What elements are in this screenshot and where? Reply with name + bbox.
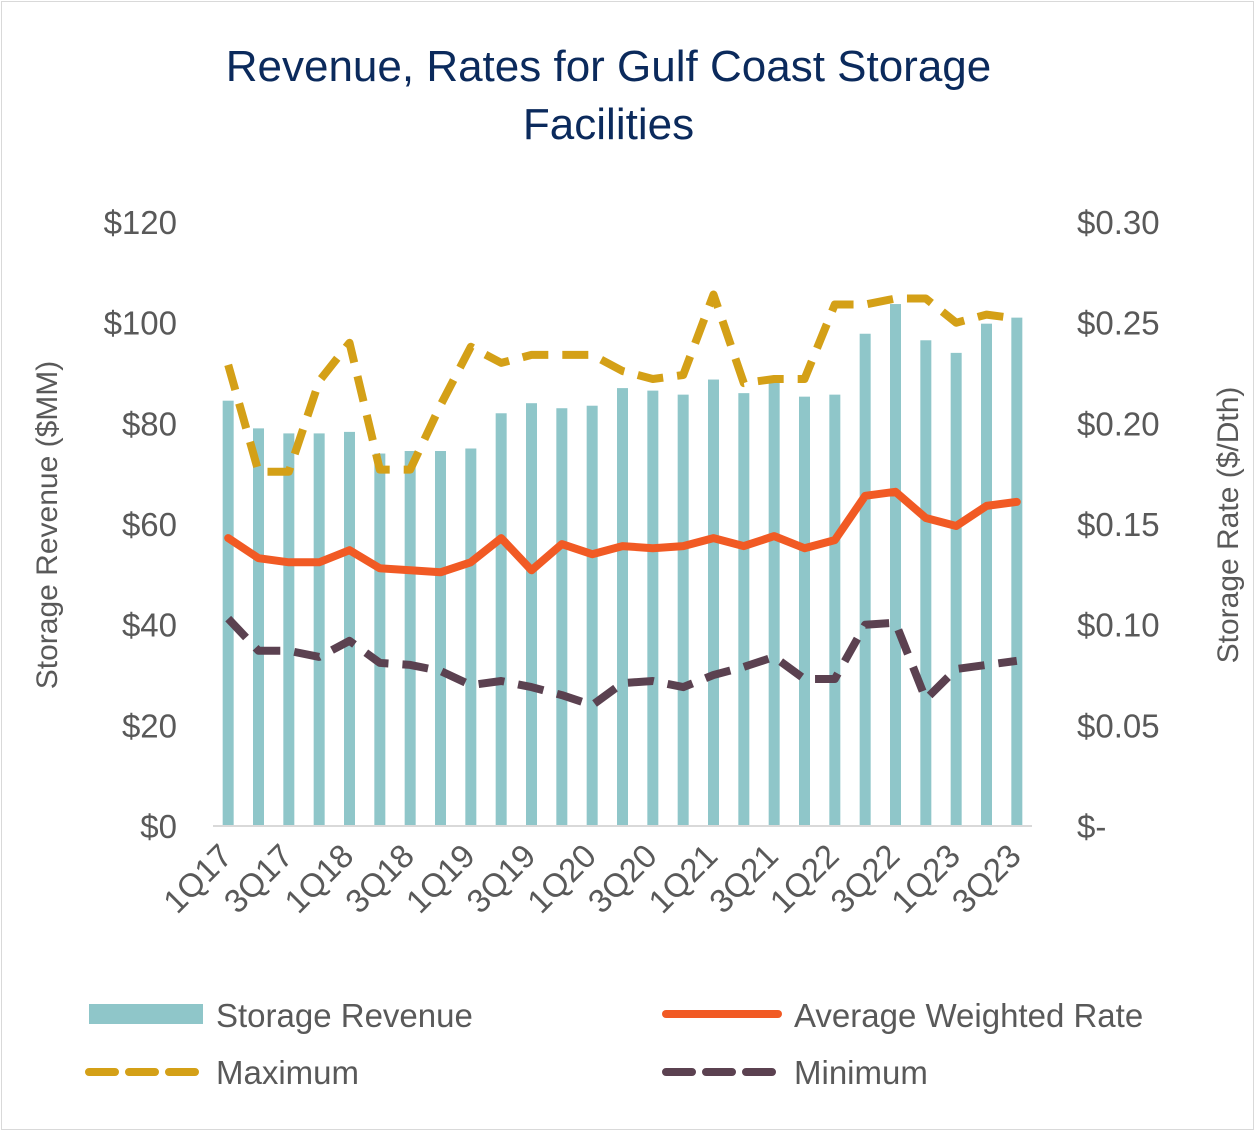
line-maximum — [224, 290, 1018, 476]
bar-4q20 — [677, 394, 689, 826]
chart-title: Revenue, Rates for Gulf Coast Storage Fa… — [0, 38, 1217, 154]
bar-2q17 — [253, 428, 264, 826]
bar-2q22 — [859, 333, 871, 826]
line-series-group — [224, 290, 1021, 710]
bar-2q18 — [374, 453, 386, 826]
x-tick-label: 3Q17 — [217, 837, 300, 920]
x-tick-label: 1Q21 — [641, 837, 724, 920]
x-tick-label: 3Q18 — [338, 837, 421, 920]
left-axis-title: Storage Revenue ($MM) — [31, 361, 64, 689]
bar-series-storage-revenue — [222, 304, 1023, 826]
x-tick-label: 1Q22 — [763, 837, 846, 920]
x-axis-ticks: 1Q173Q171Q183Q181Q193Q191Q203Q201Q213Q21… — [156, 837, 1028, 920]
bar-2q20 — [617, 388, 628, 826]
x-tick-label: 3Q23 — [945, 837, 1028, 920]
bar-3q19 — [526, 403, 537, 826]
left-tick-label: $120 — [104, 204, 177, 241]
left-tick-label: $60 — [122, 506, 177, 543]
left-tick-label: $0 — [140, 808, 177, 845]
legend-label-maximum: Maximum — [216, 1054, 359, 1091]
bar-1q21 — [708, 379, 719, 826]
right-tick-label: $0.15 — [1077, 506, 1160, 543]
right-tick-label: $0.30 — [1077, 204, 1160, 241]
bar-1q19 — [465, 448, 477, 826]
left-tick-label: $100 — [104, 305, 177, 342]
x-tick-label: 3Q21 — [702, 837, 785, 920]
legend-label-storage-revenue: Storage Revenue — [216, 997, 473, 1034]
x-tick-label: 1Q20 — [520, 837, 603, 920]
right-tick-label: $0.20 — [1077, 405, 1160, 442]
right-axis-title: Storage Rate ($/Dth) — [1212, 387, 1245, 664]
bar-1q23 — [950, 352, 962, 826]
x-tick-label: 1Q23 — [884, 837, 967, 920]
legend-label-average-weighted-rate: Average Weighted Rate — [794, 997, 1143, 1034]
left-tick-label: $80 — [122, 405, 177, 442]
bar-4q21 — [799, 396, 810, 826]
right-tick-label: $0.05 — [1077, 707, 1160, 744]
bar-1q20 — [586, 405, 598, 826]
line-minimum — [225, 615, 1018, 710]
bar-4q17 — [313, 433, 325, 826]
bar-3q21 — [768, 380, 780, 826]
bar-3q18 — [404, 451, 416, 826]
bar-1q22 — [829, 394, 841, 826]
x-tick-label: 1Q18 — [277, 837, 360, 920]
legend-swatch-storage-revenue — [89, 1004, 203, 1024]
bar-3q23 — [1011, 317, 1023, 826]
bar-4q22 — [920, 340, 932, 826]
bar-2q21 — [738, 393, 750, 826]
bar-2q23 — [981, 323, 992, 826]
right-tick-label: $0.25 — [1077, 305, 1160, 342]
bar-3q22 — [890, 304, 901, 826]
chart-title-line-2: Facilities — [522, 100, 695, 149]
bar-4q19 — [556, 408, 568, 826]
x-tick-label: 3Q19 — [459, 837, 542, 920]
line-average-weighted-rate — [224, 487, 1021, 577]
chart-title-line-1: Revenue, Rates for Gulf Coast Storage — [225, 42, 992, 91]
bar-1q18 — [344, 431, 355, 826]
legend-label-minimum: Minimum — [794, 1054, 928, 1091]
bar-1q17 — [222, 400, 234, 826]
x-tick-label: 1Q17 — [156, 837, 239, 920]
bar-2q19 — [495, 413, 507, 826]
x-tick-label: 3Q20 — [581, 837, 664, 920]
bar-4q18 — [435, 451, 446, 826]
x-tick-label: 1Q19 — [399, 837, 482, 920]
bar-3q17 — [283, 433, 295, 826]
left-tick-label: $20 — [122, 707, 177, 744]
bar-3q20 — [647, 390, 659, 826]
legend: Storage Revenue Average Weighted Rate Ma… — [85, 997, 1143, 1091]
right-tick-label: $0.10 — [1077, 607, 1160, 644]
left-tick-label: $40 — [122, 607, 177, 644]
x-tick-label: 3Q22 — [823, 837, 906, 920]
right-tick-label: $- — [1077, 808, 1106, 845]
right-axis-ticks: $- $0.05 $0.10 $0.15 $0.20 $0.25 $0.30 — [1077, 204, 1160, 845]
left-axis-ticks: $0 $20 $40 $60 $80 $100 $120 — [104, 204, 177, 845]
